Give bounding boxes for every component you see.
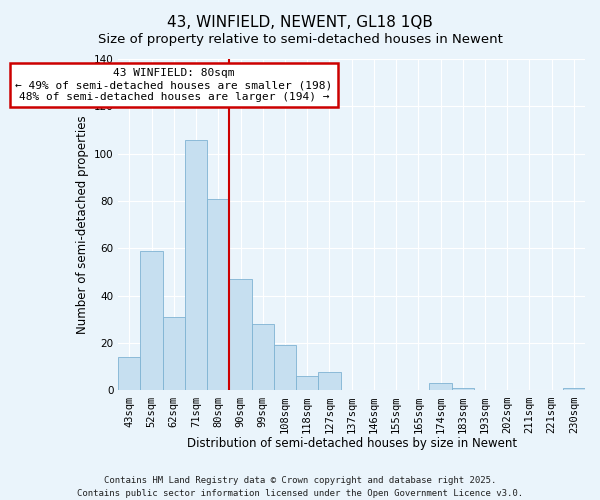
X-axis label: Distribution of semi-detached houses by size in Newent: Distribution of semi-detached houses by …: [187, 437, 517, 450]
Bar: [563, 388, 585, 390]
Bar: [452, 388, 474, 390]
Text: 43, WINFIELD, NEWENT, GL18 1QB: 43, WINFIELD, NEWENT, GL18 1QB: [167, 15, 433, 30]
Bar: [185, 140, 207, 390]
Y-axis label: Number of semi-detached properties: Number of semi-detached properties: [76, 116, 89, 334]
Bar: [207, 198, 229, 390]
Bar: [251, 324, 274, 390]
Bar: [140, 251, 163, 390]
Bar: [274, 346, 296, 391]
Text: Size of property relative to semi-detached houses in Newent: Size of property relative to semi-detach…: [98, 32, 502, 46]
Bar: [118, 358, 140, 390]
Bar: [229, 279, 251, 390]
Text: 43 WINFIELD: 80sqm
← 49% of semi-detached houses are smaller (198)
48% of semi-d: 43 WINFIELD: 80sqm ← 49% of semi-detache…: [15, 68, 332, 102]
Bar: [163, 317, 185, 390]
Bar: [318, 372, 341, 390]
Bar: [296, 376, 318, 390]
Text: Contains HM Land Registry data © Crown copyright and database right 2025.
Contai: Contains HM Land Registry data © Crown c…: [77, 476, 523, 498]
Bar: [430, 384, 452, 390]
